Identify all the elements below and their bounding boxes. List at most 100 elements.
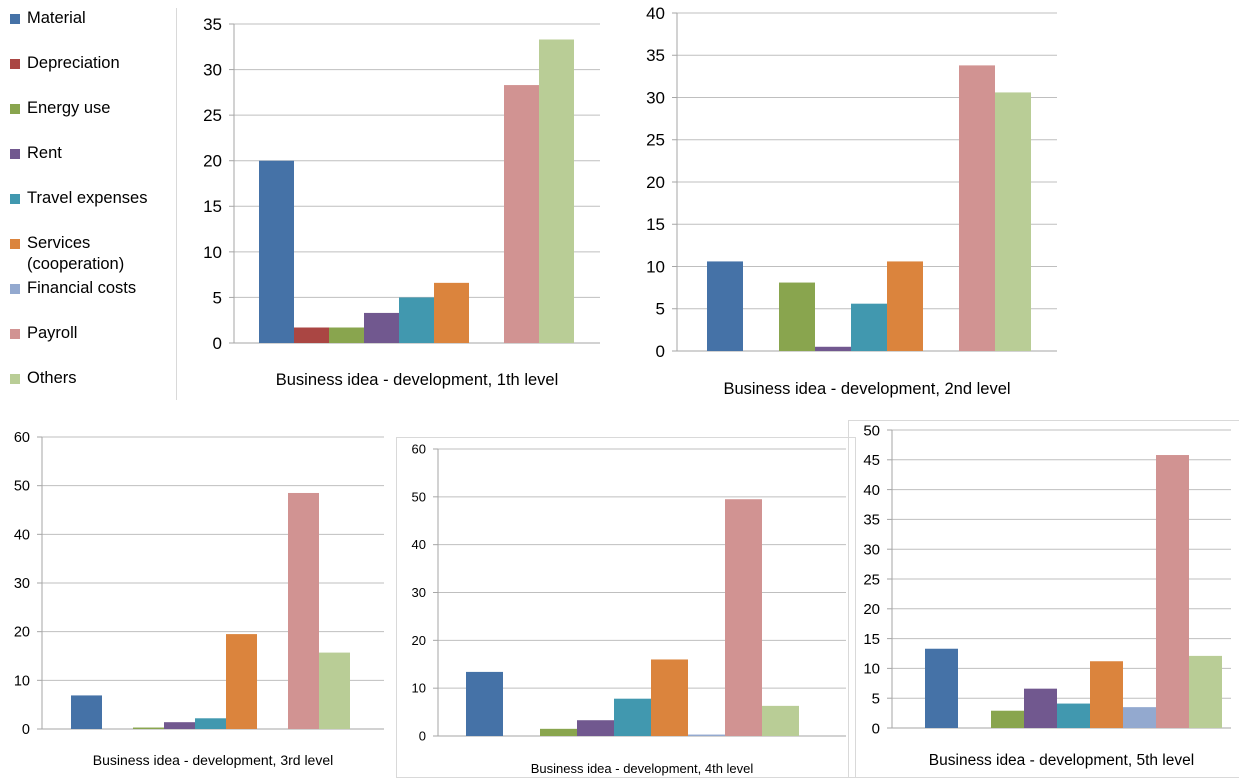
chart-svg: 0 10 20 30 40 50 60 Business idea - development…: [14, 430, 384, 768]
chart-svg: 0 10 20 30 40 50 60 Business idea - development…: [412, 442, 846, 776]
bar-energy-use: [991, 710, 1024, 728]
x-axis-title: Business idea - development, 1th level: [276, 371, 559, 389]
chart-level-3: 0 10 20 30 40 50 60 Business idea - development…: [0, 425, 390, 776]
bar-others: [319, 652, 350, 729]
bar-material: [71, 695, 102, 729]
legend-item: Material: [10, 8, 86, 29]
bar-others: [1189, 655, 1222, 728]
bar-services: [651, 659, 688, 736]
y-tick-label: 0: [419, 729, 426, 744]
y-tick-label: 35: [646, 46, 665, 65]
bar-services: [887, 261, 923, 351]
y-tick-label: 5: [213, 288, 222, 307]
legend-label: Services (cooperation): [27, 234, 125, 273]
legend-swatch: [10, 284, 20, 294]
y-tick-label: 25: [646, 131, 665, 150]
bar-rent: [164, 722, 195, 729]
legend-item: Payroll: [10, 323, 77, 344]
bar-rent: [815, 346, 851, 351]
bar-energy-use: [779, 282, 815, 351]
legend-item: Services (cooperation): [10, 233, 124, 275]
x-axis-title: Business idea - development, 2nd level: [723, 380, 1010, 398]
legend-divider: [176, 8, 177, 400]
y-tick-label: 60: [412, 442, 426, 457]
bar-travel-expenses: [614, 698, 651, 736]
legend-item: Financial costs: [10, 278, 136, 299]
legend-item: Rent: [10, 143, 62, 164]
bar-travel-expenses: [1057, 703, 1090, 728]
y-tick-label: 50: [412, 489, 426, 504]
legend: Material Depreciation Energy use Rent Travel…: [10, 0, 182, 398]
legend-swatch: [10, 374, 20, 384]
legend-swatch: [10, 194, 20, 204]
legend-label: Depreciation: [27, 54, 120, 72]
bar-financial-costs: [688, 734, 725, 736]
chart-svg: 0 5 10 15 20 25 30 35 Business idea - developmen…: [203, 15, 600, 389]
y-tick-label: 20: [646, 173, 665, 192]
legend-item: Depreciation: [10, 53, 120, 74]
chart-level-5: 0 5 10 15 20 25 30 35 40 45 50 Business idea - deve…: [848, 420, 1239, 776]
legend-label: Travel expenses: [27, 189, 148, 207]
bar-material: [925, 648, 958, 728]
bar-services: [1090, 661, 1123, 728]
y-tick-label: 10: [863, 661, 880, 678]
y-tick-label: 35: [203, 15, 222, 34]
y-tick-label: 0: [872, 720, 880, 737]
y-tick-label: 15: [203, 197, 222, 216]
bar-payroll: [1156, 455, 1189, 728]
y-tick-label: 40: [646, 4, 665, 23]
chart-svg: 0 5 10 15 20 25 30 35 40 Business idea - developm…: [646, 4, 1057, 398]
y-tick-label: 10: [14, 673, 30, 689]
bar-payroll: [725, 499, 762, 736]
x-axis-title: Business idea - development, 3rd level: [93, 752, 333, 768]
x-axis-title: Business idea - development, 4th level: [531, 761, 754, 776]
bar-material: [707, 261, 743, 351]
y-tick-label: 25: [203, 106, 222, 125]
y-tick-label: 40: [863, 482, 880, 499]
y-tick-label: 20: [14, 625, 30, 641]
y-tick-label: 0: [22, 722, 30, 738]
y-tick-label: 45: [863, 452, 880, 469]
bar-payroll: [504, 85, 539, 344]
y-tick-label: 10: [412, 681, 426, 696]
bar-travel-expenses: [195, 718, 226, 729]
y-tick-label: 40: [412, 537, 426, 552]
legend-label: Rent: [27, 144, 62, 162]
bar-energy-use: [329, 327, 364, 343]
legend-label: Payroll: [27, 324, 78, 342]
y-tick-label: 50: [14, 479, 30, 495]
y-tick-label: 15: [863, 631, 880, 648]
legend-swatch: [10, 149, 20, 159]
legend-swatch: [10, 14, 20, 24]
y-tick-label: 25: [863, 571, 880, 588]
bar-travel-expenses: [399, 297, 434, 343]
y-tick-label: 15: [646, 215, 665, 234]
y-tick-label: 35: [863, 512, 880, 529]
legend-label: Others: [27, 369, 77, 387]
bar-travel-expenses: [851, 303, 887, 351]
bar-services: [434, 282, 469, 343]
bar-services: [226, 634, 257, 729]
chart-level-1: 0 5 10 15 20 25 30 35 Business idea - developmen…: [182, 0, 612, 400]
y-tick-label: 10: [203, 243, 222, 262]
y-tick-label: 30: [203, 61, 222, 80]
y-tick-label: 30: [14, 576, 30, 592]
bar-depreciation: [294, 327, 329, 343]
bar-payroll: [288, 492, 319, 729]
legend-label: Financial costs: [27, 279, 137, 297]
bar-material: [466, 671, 503, 736]
bar-energy-use: [133, 727, 164, 729]
legend-swatch: [10, 59, 20, 69]
legend-label: Energy use: [27, 99, 111, 117]
y-tick-label: 0: [656, 342, 665, 361]
y-tick-label: 5: [872, 690, 880, 707]
y-tick-label: 50: [863, 422, 880, 439]
legend-swatch: [10, 239, 20, 249]
bar-material: [259, 160, 294, 343]
legend-item: Travel expenses: [10, 188, 147, 209]
bar-rent: [364, 312, 399, 343]
legend-swatch: [10, 104, 20, 114]
legend-swatch: [10, 329, 20, 339]
x-axis-title: Business idea - development, 5th level: [929, 752, 1194, 769]
y-tick-label: 20: [203, 152, 222, 171]
